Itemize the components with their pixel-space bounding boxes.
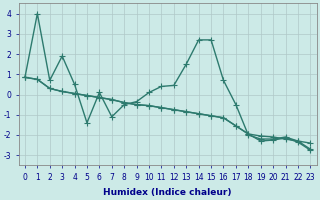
X-axis label: Humidex (Indice chaleur): Humidex (Indice chaleur) <box>103 188 232 197</box>
